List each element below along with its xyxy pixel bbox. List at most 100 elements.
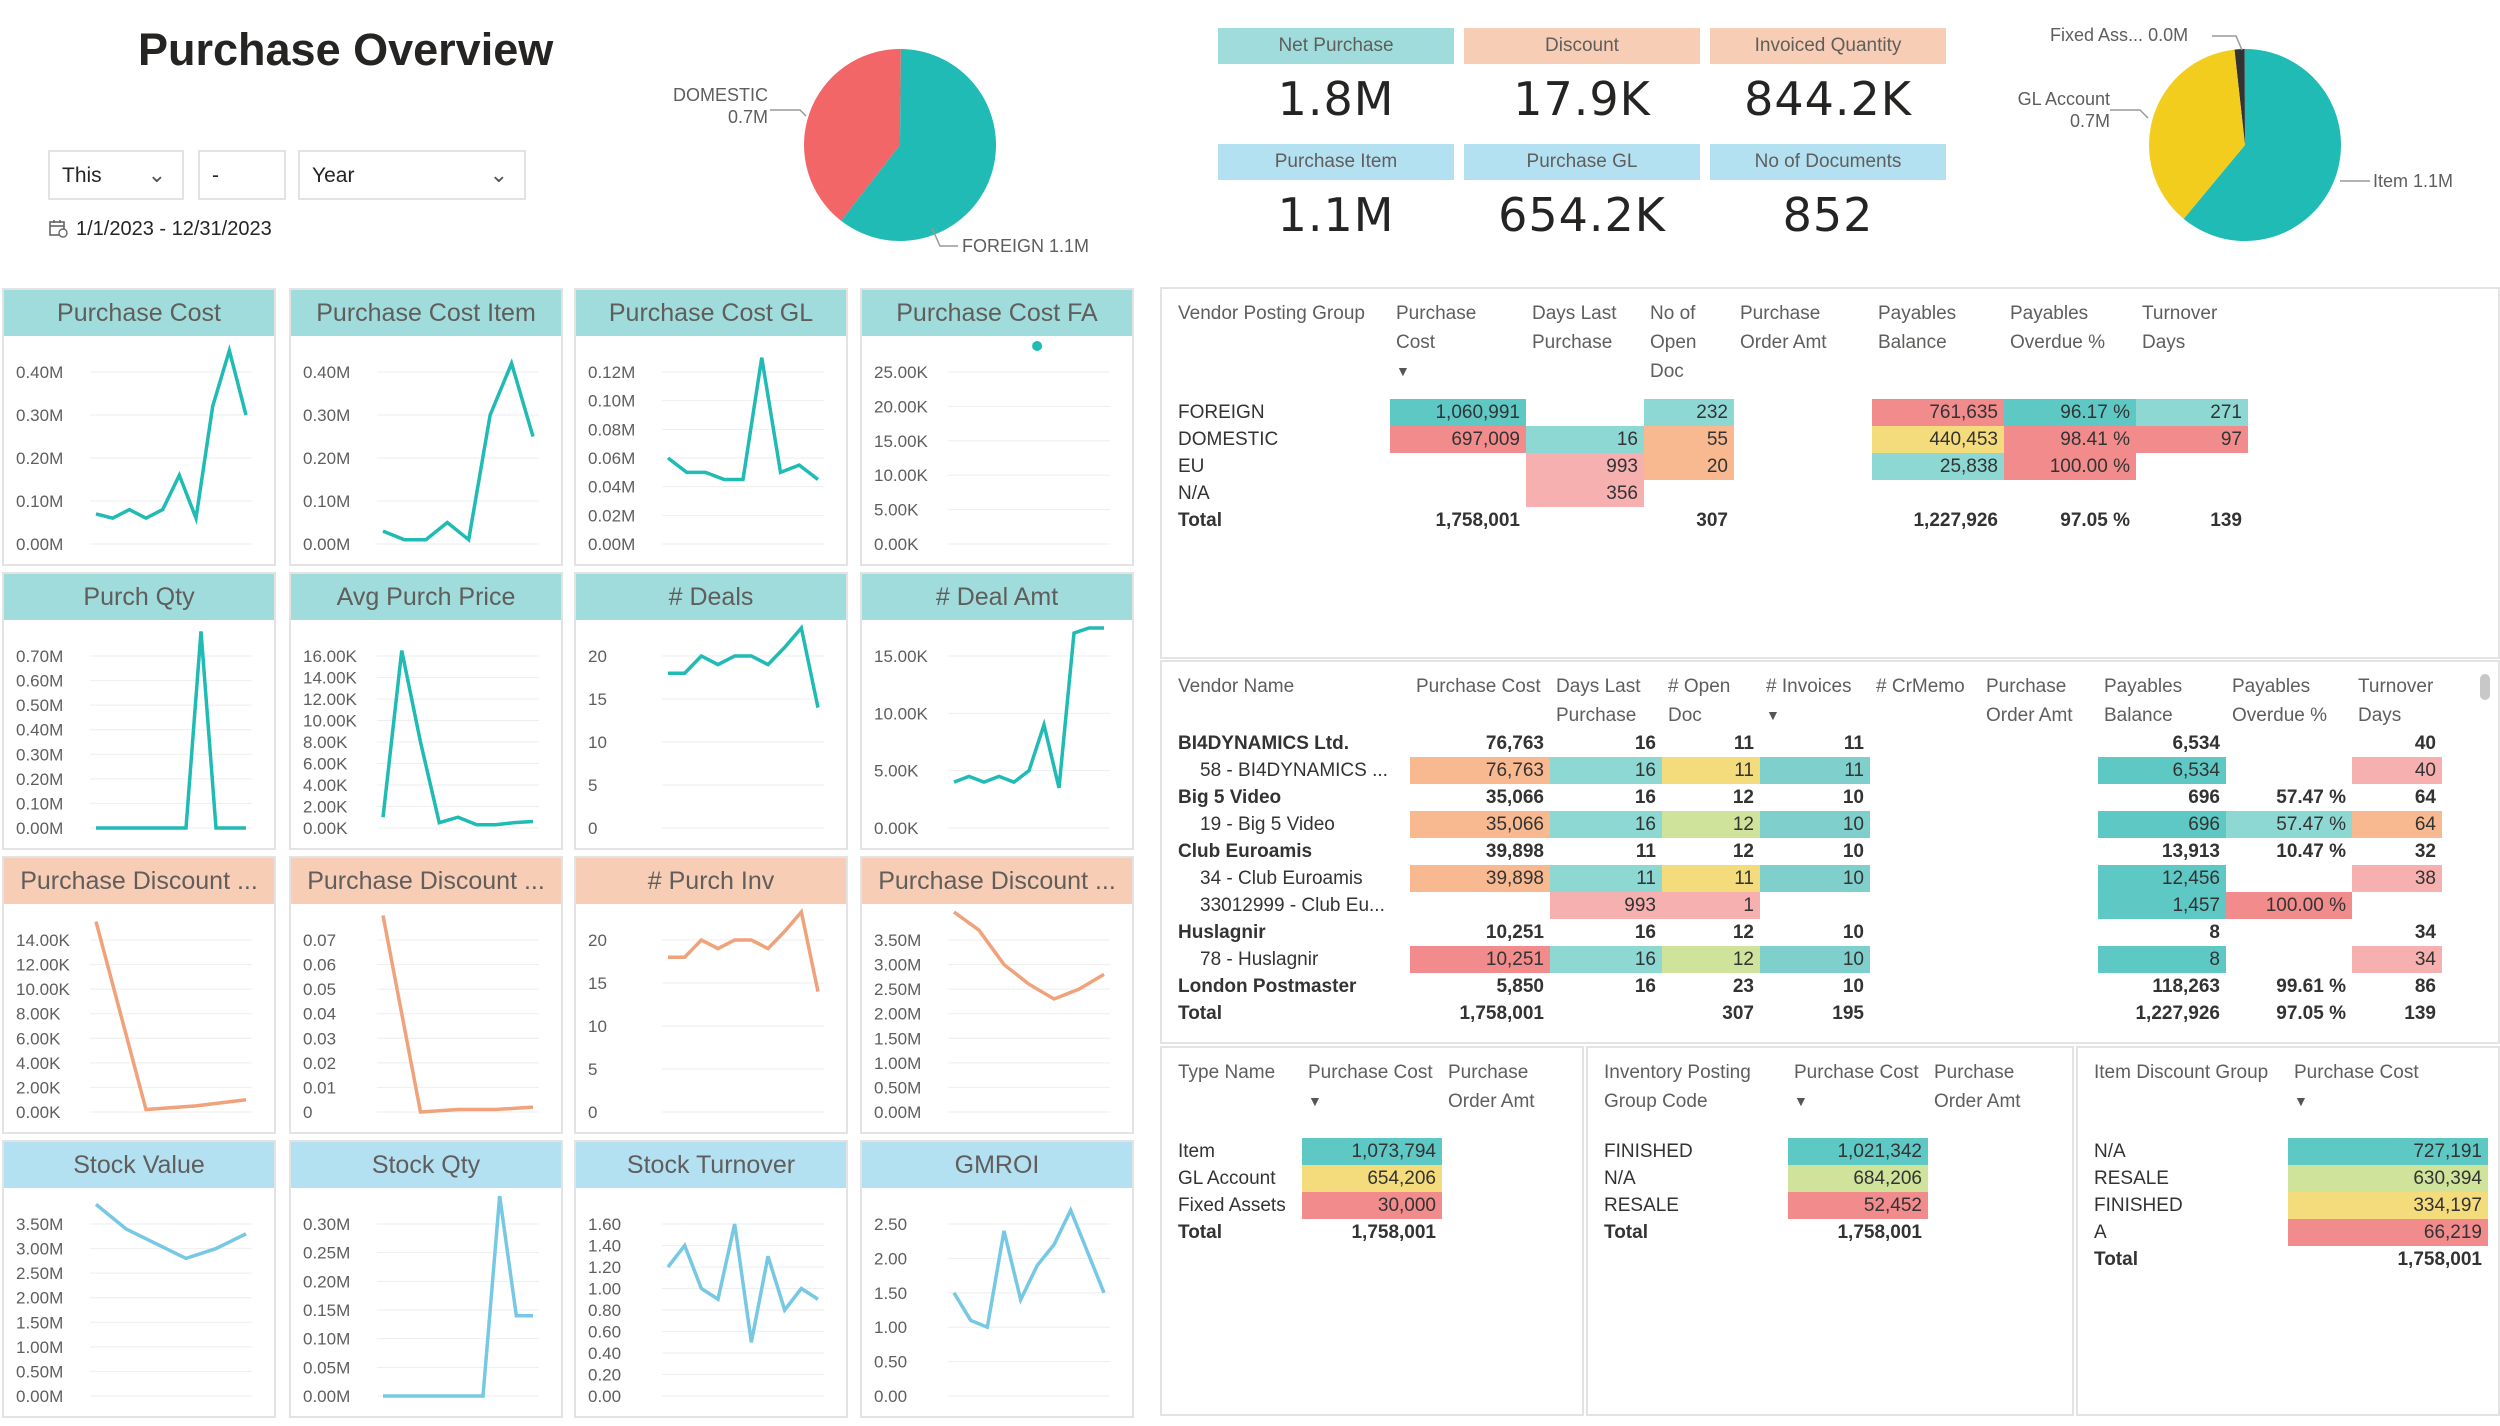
- series-line[interactable]: [96, 631, 246, 830]
- period-slicer-unit[interactable]: Year ⌄: [298, 150, 526, 200]
- column-header[interactable]: Item Discount Group: [2088, 1058, 2288, 1138]
- total-row[interactable]: Total 1,758,001: [1598, 1219, 2068, 1246]
- kpi-line-card[interactable]: Purchase Cost GL 0.12M 0.10M 0.08M 0.06M 0.04…: [574, 288, 848, 566]
- table-row[interactable]: 19 - Big 5 Video 35,066 16 12 10 696 57.47 % 64: [1172, 811, 2442, 838]
- table-row[interactable]: BI4DYNAMICS Ltd. 76,763 16 11 11 6,534 40: [1172, 730, 2442, 757]
- sort-desc-icon[interactable]: ▼: [1396, 363, 1410, 379]
- kpi-line-card[interactable]: Purchase Discount ... 3.50M 3.00M 2.50M 2.00…: [860, 856, 1134, 1134]
- pie-slice[interactable]: [2234, 49, 2245, 146]
- kpi-line-card[interactable]: Stock Turnover 1.60 1.40 1.20 1.00 0.80 0.60 0.…: [574, 1140, 848, 1418]
- column-header[interactable]: Purchase Order Amt: [1734, 299, 1872, 399]
- pie-slice[interactable]: [2183, 49, 2341, 241]
- sort-desc-icon[interactable]: ▼: [1308, 1093, 1322, 1109]
- table-row[interactable]: EU 993 20 25,838 100.00 %: [1172, 453, 2248, 480]
- kpi-line-card[interactable]: Purchase Cost FA 25.00K 20.00K 15.00K 10.00K…: [860, 288, 1134, 566]
- table-row[interactable]: N/A 727,191: [2088, 1138, 2488, 1165]
- column-header[interactable]: Payables Overdue %: [2226, 672, 2352, 730]
- sort-desc-icon[interactable]: ▼: [2294, 1093, 2308, 1109]
- kpi-card[interactable]: Purchase GL 654.2K: [1464, 144, 1700, 242]
- vertical-scrollbar[interactable]: [2480, 674, 2490, 700]
- series-line[interactable]: [382, 358, 535, 543]
- column-header[interactable]: # Open Doc: [1662, 672, 1760, 730]
- kpi-card[interactable]: No of Documents 852: [1710, 144, 1946, 242]
- column-header[interactable]: Purchase Order Amt: [1928, 1058, 2068, 1138]
- column-header[interactable]: Payables Balance: [1872, 299, 2004, 399]
- table-row[interactable]: GL Account 654,206: [1172, 1165, 1572, 1192]
- column-header[interactable]: Payables Overdue %: [2004, 299, 2136, 399]
- table-row[interactable]: DOMESTIC 697,009 16 55 440,453 98.41 % 97: [1172, 426, 2248, 453]
- period-slicer-count[interactable]: -: [198, 150, 286, 200]
- vendor-matrix[interactable]: Vendor Name Purchase Cost Days Last Purcha…: [1160, 660, 2500, 1044]
- table-row[interactable]: FOREIGN 1,060,991 232 761,635 96.17 % 271: [1172, 399, 2248, 426]
- table-row[interactable]: Fixed Assets 30,000: [1172, 1192, 1572, 1219]
- table-row[interactable]: Big 5 Video 35,066 16 12 10 696 57.47 % 64: [1172, 784, 2442, 811]
- column-header[interactable]: Days Last Purchase: [1526, 299, 1644, 399]
- series-line[interactable]: [94, 1202, 247, 1261]
- table-row[interactable]: N/A 684,206: [1598, 1165, 2068, 1192]
- column-header[interactable]: # CrMemo: [1870, 672, 1980, 730]
- sort-desc-icon[interactable]: ▼: [1794, 1093, 1808, 1109]
- table-row[interactable]: RESALE 52,452: [1598, 1192, 2068, 1219]
- kpi-line-card[interactable]: Purchase Cost 0.40M 0.30M 0.20M 0.10M 0.00M: [2, 288, 276, 566]
- kpi-line-card[interactable]: Purch Qty 0.70M 0.60M 0.50M 0.40M 0.30M 0.20M 0…: [2, 572, 276, 850]
- kpi-line-card[interactable]: # Deal Amt 15.00K 10.00K 5.00K 0.00K: [860, 572, 1134, 850]
- kpi-line-card[interactable]: Purchase Discount ... 0.07 0.06 0.05 0.04 0.0…: [289, 856, 563, 1134]
- table-row[interactable]: FINISHED 334,197: [2088, 1192, 2488, 1219]
- series-line[interactable]: [952, 1205, 1106, 1330]
- kpi-card[interactable]: Net Purchase 1.8M: [1218, 28, 1454, 126]
- kpi-line-card[interactable]: # Purch Inv 20 15 10 5 0: [574, 856, 848, 1134]
- total-row[interactable]: Total 1,758,001 307 1,227,926 97.05 % 139: [1172, 507, 2248, 534]
- series-line[interactable]: [383, 1195, 533, 1398]
- series-line[interactable]: [94, 921, 247, 1112]
- type-name-matrix[interactable]: Type Name Purchase Cost ▼ Purchase Order Am…: [1160, 1046, 1584, 1416]
- total-row[interactable]: Total 1,758,001: [2088, 1246, 2488, 1273]
- column-header[interactable]: Turnover Days: [2352, 672, 2442, 730]
- table-row[interactable]: London Postmaster 5,850 16 23 10 118,263 99.61…: [1172, 973, 2442, 1000]
- kpi-card[interactable]: Discount 17.9K: [1464, 28, 1700, 126]
- column-header[interactable]: Inventory Posting Group Code: [1598, 1058, 1788, 1138]
- sort-desc-icon[interactable]: ▼: [1766, 707, 1780, 723]
- series-line[interactable]: [381, 915, 534, 1114]
- table-row[interactable]: Item 1,073,794: [1172, 1138, 1572, 1165]
- column-header[interactable]: Payables Balance: [2098, 672, 2226, 730]
- column-header[interactable]: Vendor Name: [1172, 672, 1410, 730]
- kpi-line-card[interactable]: Stock Value 3.50M 3.00M 2.50M 2.00M 1.50M 1.00…: [2, 1140, 276, 1418]
- series-line[interactable]: [95, 343, 248, 525]
- table-row[interactable]: Club Euroamis 39,898 11 12 10 13,913 10.47 % 32: [1172, 838, 2442, 865]
- series-line[interactable]: [668, 624, 820, 708]
- vendor-posting-group-matrix[interactable]: Vendor Posting Group Purchase Cost ▼ Days L…: [1160, 287, 2500, 659]
- total-row[interactable]: Total 1,758,001: [1172, 1219, 1572, 1246]
- column-header[interactable]: No of Open Doc: [1644, 299, 1734, 399]
- series-line[interactable]: [666, 1223, 819, 1343]
- pie-slice[interactable]: [804, 49, 901, 221]
- table-row[interactable]: 78 - Huslagnir 10,251 16 12 10 8 34: [1172, 946, 2442, 973]
- table-row[interactable]: A 66,219: [2088, 1219, 2488, 1246]
- column-header[interactable]: Purchase Cost ▼: [2288, 1058, 2488, 1138]
- series-point[interactable]: [1032, 341, 1043, 351]
- type-name-pie[interactable]: [2145, 45, 2345, 250]
- kpi-line-card[interactable]: Stock Qty 0.30M 0.25M 0.20M 0.15M 0.10M 0.05M 0…: [289, 1140, 563, 1418]
- kpi-card[interactable]: Invoiced Quantity 844.2K: [1710, 28, 1946, 126]
- column-header[interactable]: Purchase Cost: [1410, 672, 1550, 730]
- column-header[interactable]: # Invoices ▼: [1760, 672, 1870, 730]
- table-row[interactable]: N/A 356: [1172, 480, 2248, 507]
- kpi-line-card[interactable]: # Deals 20 15 10 5 0: [574, 572, 848, 850]
- table-row[interactable]: Huslagnir 10,251 16 12 10 8 34: [1172, 919, 2442, 946]
- column-header[interactable]: Purchase Order Amt: [1442, 1058, 1572, 1138]
- kpi-card[interactable]: Purchase Item 1.1M: [1218, 144, 1454, 242]
- period-slicer-this[interactable]: This ⌄: [48, 150, 184, 200]
- column-header[interactable]: Purchase Cost ▼: [1788, 1058, 1928, 1138]
- series-line[interactable]: [952, 910, 1105, 1001]
- total-row[interactable]: Total 1,758,001 307 195 1,227,926 97.05 % 139: [1172, 1000, 2442, 1027]
- table-row[interactable]: FINISHED 1,021,342: [1598, 1138, 2068, 1165]
- kpi-line-card[interactable]: Avg Purch Price 16.00K 14.00K 12.00K 10.00K 8…: [289, 572, 563, 850]
- column-header[interactable]: Vendor Posting Group: [1172, 299, 1390, 399]
- table-row[interactable]: RESALE 630,394: [2088, 1165, 2488, 1192]
- table-row[interactable]: 58 - BI4DYNAMICS ... 76,763 16 11 11 6,534 40: [1172, 757, 2442, 784]
- series-line[interactable]: [666, 357, 820, 482]
- inventory-posting-group-matrix[interactable]: Inventory Posting Group Code Purchase Cos…: [1586, 1046, 2074, 1416]
- column-header[interactable]: Type Name: [1172, 1058, 1302, 1138]
- kpi-line-card[interactable]: GMROI 2.50 2.00 1.50 1.00 0.50 0.00: [860, 1140, 1134, 1418]
- column-header[interactable]: Purchase Order Amt: [1980, 672, 2098, 730]
- series-line[interactable]: [381, 650, 534, 827]
